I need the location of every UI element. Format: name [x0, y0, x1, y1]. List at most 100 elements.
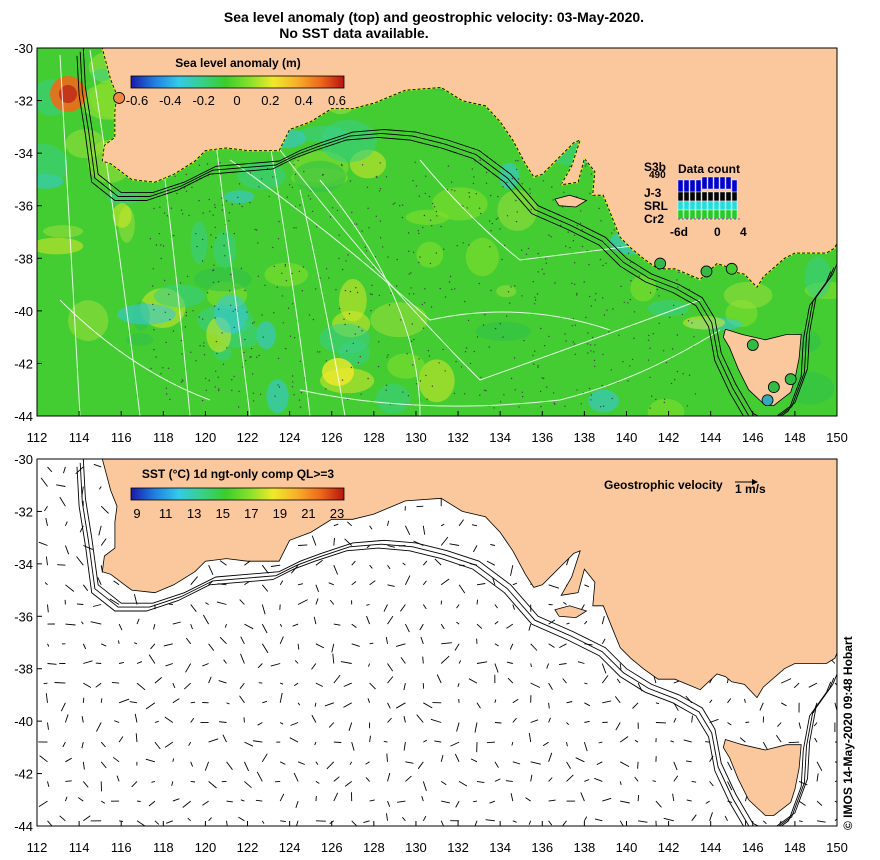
lat-tick-label: -38	[14, 662, 33, 677]
colorbar-tick-label: 23	[330, 506, 344, 521]
lon-tick-label: 120	[195, 840, 217, 855]
sla-bathymetry-contours	[76, 48, 837, 416]
tide-gauge-marker	[767, 381, 780, 393]
tide-gauge-marker	[746, 339, 759, 351]
lat-tick-label: -30	[14, 41, 33, 56]
velocity-frame	[36, 458, 838, 827]
lon-tick-label: 142	[658, 840, 680, 855]
lon-tick-label: 136	[531, 840, 553, 855]
lon-tick-label: 112	[27, 840, 48, 855]
data-count-bars	[677, 176, 738, 220]
tide-gauge-marker	[761, 394, 774, 407]
lat-tick-label: -32	[14, 504, 33, 519]
colorbar-tick-label: 21	[301, 506, 315, 521]
lat-tick-label: -44	[14, 409, 33, 424]
figure-title: Sea level anomaly (top) and geostrophic …	[224, 9, 644, 25]
colorbar-tick-label: 0.2	[261, 93, 279, 108]
tide-gauge-marker	[784, 373, 797, 386]
lat-tick-label: -40	[14, 304, 33, 319]
tide-gauge-marker	[725, 262, 738, 275]
colorbar-tick-label: -0.4	[159, 93, 181, 108]
lon-tick-label: 114	[69, 840, 90, 855]
lon-tick-label: 134	[489, 840, 511, 855]
lon-tick-label: 128	[363, 840, 385, 855]
lat-tick-label: -44	[14, 819, 33, 834]
tide-gauge-markers	[113, 92, 797, 407]
velocity-scale-legend: Geostrophic velocity 1 m/s	[604, 478, 766, 496]
sla-lon-axis: 112 114 116 118 120 122 124 126 128 130 132 134 136 1…	[27, 411, 848, 445]
lon-tick-label: 114	[69, 430, 90, 445]
tide-gauge-marker	[654, 257, 667, 270]
lon-tick-label: 128	[363, 430, 385, 445]
sat-label-srl: SRL	[644, 199, 668, 213]
lon-tick-label: 144	[700, 840, 722, 855]
lon-tick-label: 132	[447, 430, 469, 445]
sla-tasmania	[722, 328, 802, 406]
velocity-lat-axis: -30 -32 -34 -36 -38 -40 -42 -44	[14, 452, 42, 834]
tide-gauge-marker	[113, 92, 126, 104]
lon-tick-label: 138	[574, 840, 596, 855]
sst-colorbar-title: SST (°C) 1d ngt-only comp QL>=3	[142, 467, 334, 481]
lon-tick-label: 142	[658, 430, 680, 445]
velocity-kangaroo-island	[554, 605, 588, 619]
lon-tick-label: 130	[405, 840, 427, 855]
lon-tick-label: 130	[405, 430, 427, 445]
data-count-inset: Data count S3b 490 J-3 SRL Cr2 -6d 0 4	[644, 160, 747, 239]
geostrophic-velocity-arrows	[38, 463, 837, 826]
figure-subtitle: No SST data available.	[279, 25, 428, 41]
data-count-title: Data count	[678, 162, 740, 176]
lon-tick-label: 116	[111, 840, 132, 855]
sla-colorbar-title: Sea level anomaly (m)	[175, 56, 300, 70]
imos-credit: © IMOS 14-May-2020 09:48 Hobart	[841, 636, 855, 830]
sst-colorbar-strip	[130, 487, 345, 501]
colorbar-tick-label: 0	[233, 93, 240, 108]
data-count-value: 490	[649, 170, 666, 181]
lon-tick-label: 122	[237, 840, 259, 855]
velocity-lon-axis: 112 114 116 118 120 122 124 126 128 130 132 134 136 1…	[27, 821, 848, 855]
lon-tick-label: 148	[784, 840, 806, 855]
sla-kangaroo-island	[554, 194, 588, 208]
velocity-panel: SST (°C) 1d ngt-only comp QL>=3 9 11 13 15 1…	[14, 452, 848, 855]
lat-tick-label: -34	[14, 146, 33, 161]
colorbar-tick-label: 0.4	[295, 93, 313, 108]
velocity-tasmania	[722, 738, 802, 816]
lon-tick-label: 126	[321, 840, 343, 855]
colorbar-tick-label: 17	[244, 506, 258, 521]
lat-tick-label: -36	[14, 199, 33, 214]
sla-panel: Sea level anomaly (m) -0.6 -0.4 -0.2 0 0.2 0.…	[14, 41, 848, 445]
lon-tick-label: 116	[111, 430, 132, 445]
velocity-scale-value: 1 m/s	[735, 482, 766, 496]
lon-tick-label: 124	[279, 840, 301, 855]
colorbar-tick-label: -0.2	[192, 93, 214, 108]
colorbar-tick-label: 11	[159, 506, 173, 521]
lat-tick-label: -34	[14, 557, 33, 572]
lon-tick-label: 112	[27, 430, 48, 445]
lat-tick-label: -36	[14, 609, 33, 624]
lon-tick-label: 120	[195, 430, 217, 445]
velocity-bathymetry-contours	[76, 459, 837, 826]
lat-tick-label: -30	[14, 452, 33, 467]
velocity-land-mass	[37, 459, 837, 699]
lat-tick-label: -38	[14, 251, 33, 266]
lon-tick-label: 146	[742, 430, 764, 445]
lon-tick-label: 132	[447, 840, 469, 855]
sla-colorbar: Sea level anomaly (m) -0.6 -0.4 -0.2 0 0.2 0.…	[126, 56, 346, 108]
lon-tick-label: 140	[616, 840, 638, 855]
tide-gauge-marker	[700, 265, 713, 278]
colorbar-tick-label: 0.6	[328, 93, 346, 108]
lon-tick-label: 136	[531, 430, 553, 445]
lon-tick-label: 118	[153, 840, 174, 855]
lat-tick-label: -32	[14, 94, 33, 109]
colorbar-tick-label: 9	[133, 506, 140, 521]
colorbar-tick-label: 13	[187, 506, 201, 521]
lat-tick-label: -40	[14, 714, 33, 729]
lon-tick-label: 140	[616, 430, 638, 445]
sst-colorbar: SST (°C) 1d ngt-only comp QL>=3 9 11 13 15 1…	[130, 467, 345, 521]
sat-label-j3: J-3	[644, 186, 662, 200]
lon-tick-label: 148	[784, 430, 806, 445]
lon-tick-label: 118	[153, 430, 174, 445]
lon-tick-label: 138	[574, 430, 596, 445]
colorbar-tick-label: 19	[273, 506, 287, 521]
velocity-legend-label: Geostrophic velocity	[604, 478, 723, 492]
lat-tick-label: -42	[14, 356, 33, 371]
